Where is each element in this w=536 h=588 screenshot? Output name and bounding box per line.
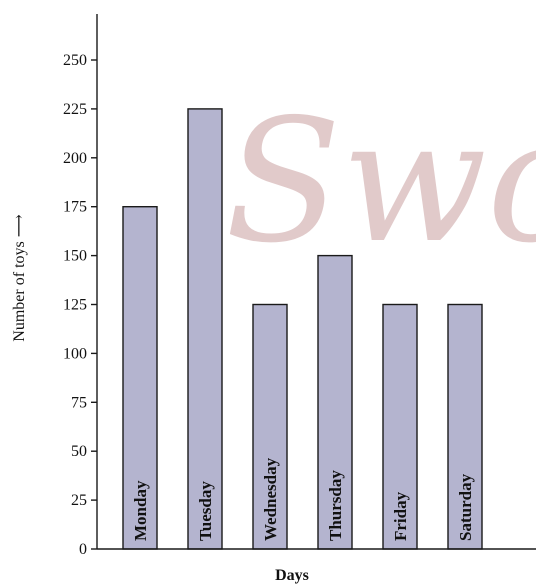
bar-friday [382, 303, 418, 550]
bars-group: Monday Tuesday Wednesday Thursday Friday Satu… [122, 108, 483, 550]
bar-label-friday: Friday [391, 491, 410, 541]
watermark-text: Swot [225, 83, 536, 281]
bar-label-thursday: Thursday [326, 470, 345, 541]
bar-label-saturday: Saturday [456, 473, 475, 541]
y-tick-label: 0 [79, 541, 87, 558]
bar-tuesday [187, 108, 223, 550]
bar-monday [122, 205, 158, 550]
bar-wednesday [252, 303, 288, 550]
y-tick-label: 25 [71, 492, 87, 509]
y-tick-label: 175 [63, 199, 87, 216]
y-tick-label: 75 [71, 394, 87, 411]
y-tick-label: 125 [63, 297, 87, 314]
y-tick-label: 200 [63, 150, 87, 167]
y-tick-label: 225 [63, 101, 87, 118]
bar-label-tuesday: Tuesday [196, 481, 215, 541]
y-tick-label: 250 [63, 52, 87, 69]
bar-label-wednesday: Wednesday [261, 457, 280, 541]
y-axis-label: Number of toys ⟶ [11, 214, 28, 341]
bar-label-monday: Monday [131, 480, 150, 541]
x-axis-label: Days [275, 567, 309, 584]
y-axis-ticks: 0 25 50 75 100 125 150 175 200 225 250 [63, 52, 97, 558]
y-tick-label: 100 [63, 345, 87, 362]
y-tick-label: 50 [71, 443, 87, 460]
y-tick-label: 150 [63, 248, 87, 265]
bar-thursday [317, 254, 353, 550]
